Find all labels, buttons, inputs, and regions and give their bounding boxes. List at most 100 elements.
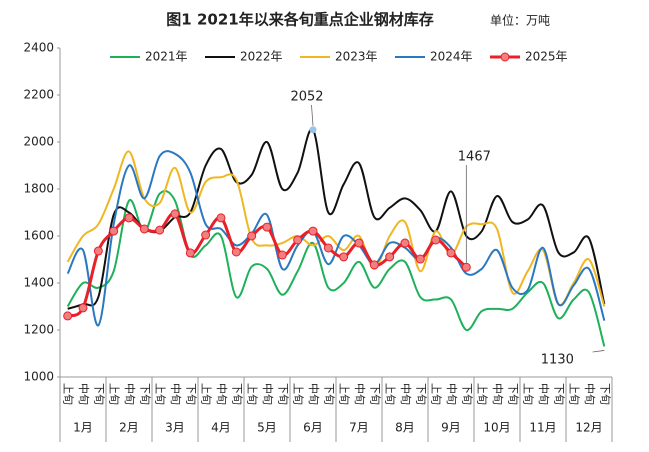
x-tick-label: 中旬 (169, 383, 182, 405)
month-label: 3月 (165, 421, 185, 435)
data-point (354, 238, 364, 248)
data-point (277, 250, 287, 260)
data-point (63, 311, 73, 321)
x-tick-label: 上旬 (430, 383, 443, 405)
month-label: 10月 (483, 421, 510, 435)
x-tick-label: 上旬 (154, 383, 167, 405)
legend-label: 2025年 (525, 50, 568, 64)
legend-label: 2023年 (335, 50, 378, 64)
x-tick-label: 中旬 (261, 383, 274, 405)
data-point (323, 243, 333, 253)
month-label: 2月 (119, 421, 139, 435)
x-tick-label: 上旬 (62, 383, 75, 405)
month-label: 11月 (529, 421, 556, 435)
x-tick-label: 中旬 (123, 383, 136, 405)
series-line (66, 150, 606, 307)
data-point (155, 225, 165, 235)
data-point (185, 248, 195, 258)
annotation-leader (311, 104, 314, 126)
x-tick-label: 上旬 (292, 383, 305, 405)
data-point (170, 209, 180, 219)
y-tick-label: 2200 (23, 88, 54, 102)
x-tick-label: 下旬 (598, 383, 611, 405)
x-tick-label: 上旬 (108, 383, 121, 405)
annotation: 1467 (458, 150, 491, 165)
data-point (247, 231, 257, 241)
data-point (385, 252, 395, 262)
month-label: 4月 (211, 421, 231, 435)
data-point (308, 226, 318, 236)
annotation: 1130 (541, 353, 574, 368)
x-tick-label: 下旬 (414, 383, 427, 405)
data-point (431, 235, 441, 245)
y-tick-label: 2400 (23, 41, 54, 55)
series-line (66, 150, 606, 327)
data-point (293, 235, 303, 245)
chart-title: 图1 2021年以来各旬重点企业钢材库存 (166, 11, 433, 29)
y-tick-label: 2000 (23, 135, 54, 149)
x-tick-label: 上旬 (384, 383, 397, 405)
x-tick-label: 下旬 (184, 383, 197, 405)
x-tick-label: 下旬 (322, 383, 335, 405)
x-tick-label: 下旬 (230, 383, 243, 405)
x-tick-label: 中旬 (537, 383, 550, 405)
month-label: 12月 (575, 421, 602, 435)
series-line (67, 128, 606, 310)
legend-label: 2024年 (430, 50, 473, 64)
data-point (216, 213, 226, 223)
month-label: 5月 (257, 421, 277, 435)
annotation: 2052 (290, 90, 323, 105)
data-point (201, 230, 211, 240)
x-tick-label: 上旬 (338, 383, 351, 405)
data-point (339, 252, 349, 262)
y-tick-label: 1600 (23, 229, 54, 243)
data-point (78, 303, 88, 313)
x-tick-label: 下旬 (506, 383, 519, 405)
month-label: 9月 (441, 421, 461, 435)
x-tick-label: 上旬 (476, 383, 489, 405)
x-tick-label: 下旬 (368, 383, 381, 405)
data-point (93, 246, 103, 256)
x-tick-label: 下旬 (276, 383, 289, 405)
data-point (139, 224, 149, 234)
x-tick-label: 中旬 (399, 383, 412, 405)
x-tick-label: 下旬 (138, 383, 151, 405)
data-point (231, 247, 241, 257)
annotation-leader (592, 350, 605, 353)
y-tick-label: 1800 (23, 182, 54, 196)
month-label: 7月 (349, 421, 369, 435)
x-tick-label: 下旬 (552, 383, 565, 405)
x-tick-label: 中旬 (353, 383, 366, 405)
data-point (461, 262, 471, 272)
chart-subtitle: 单位：万吨 (490, 13, 550, 28)
data-point (109, 226, 119, 236)
y-tick-label: 1000 (23, 370, 54, 384)
x-tick-label: 上旬 (246, 383, 259, 405)
x-tick-label: 中旬 (583, 383, 596, 405)
month-label: 6月 (303, 421, 323, 435)
x-tick-label: 上旬 (568, 383, 581, 405)
y-tick-label: 1400 (23, 276, 54, 290)
x-tick-label: 中旬 (215, 383, 228, 405)
legend-label: 2022年 (240, 50, 283, 64)
x-tick-label: 上旬 (200, 383, 213, 405)
legend-label: 2021年 (145, 50, 188, 64)
data-point (446, 248, 456, 258)
x-tick-label: 上旬 (522, 383, 535, 405)
series-line (66, 190, 606, 347)
highlight-point (309, 126, 317, 134)
x-tick-label: 中旬 (77, 383, 90, 405)
data-point (369, 260, 379, 270)
x-tick-label: 中旬 (307, 383, 320, 405)
y-tick-label: 1200 (23, 323, 54, 337)
data-point (415, 254, 425, 264)
data-point (124, 213, 134, 223)
data-point (400, 238, 410, 248)
legend-marker (500, 52, 510, 62)
month-label: 8月 (395, 421, 415, 435)
x-tick-label: 中旬 (445, 383, 458, 405)
x-tick-label: 下旬 (460, 383, 473, 405)
data-point (262, 222, 272, 232)
x-tick-label: 中旬 (491, 383, 504, 405)
